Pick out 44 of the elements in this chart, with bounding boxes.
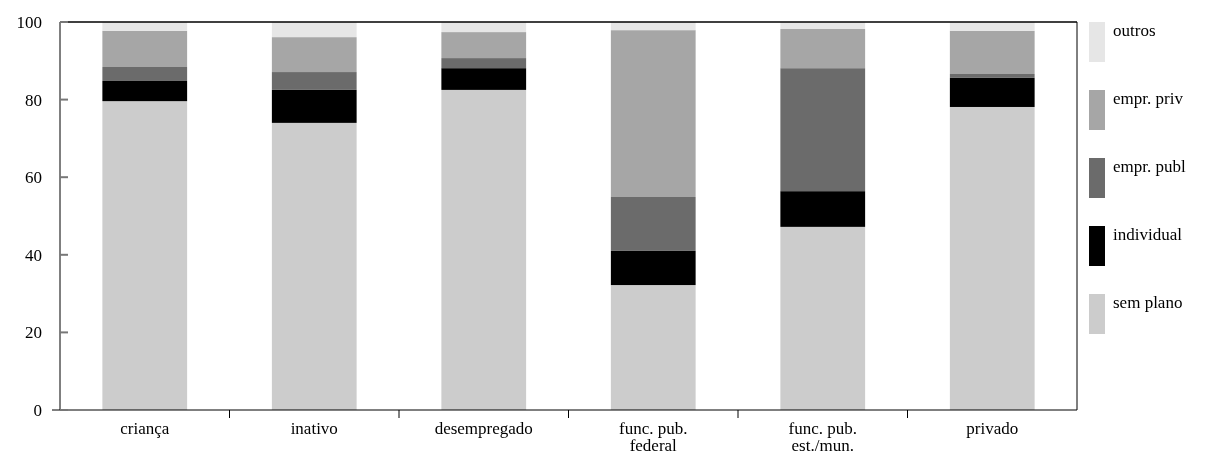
- y-tick-label: 0: [33, 400, 42, 420]
- x-tick-label: privado: [966, 419, 1019, 438]
- legend-label: individual: [1113, 224, 1183, 244]
- y-tick-label: 40: [25, 245, 42, 265]
- y-tick-label: 100: [16, 12, 42, 32]
- bar: [610, 250, 696, 286]
- bar: [949, 77, 1035, 107]
- x-tick-label: func. pub. federal: [619, 419, 688, 455]
- x-tick-label: criança: [120, 419, 170, 438]
- y-tick-label: 60: [25, 168, 42, 188]
- bar: [271, 72, 357, 90]
- y-tick-label: 80: [25, 90, 42, 110]
- bar: [949, 73, 1035, 78]
- bar: [780, 226, 866, 410]
- y-tick-label: 20: [25, 323, 42, 343]
- bar: [102, 67, 188, 81]
- legend-label: sem plano: [1113, 292, 1183, 312]
- bar: [102, 22, 188, 31]
- bar: [610, 30, 696, 197]
- bar: [441, 58, 527, 69]
- bar: [949, 30, 1035, 74]
- legend-label: outros: [1113, 20, 1156, 40]
- bar: [949, 106, 1035, 410]
- x-tick-label: desempregado: [434, 419, 533, 438]
- bar: [271, 89, 357, 123]
- x-tick-label: inativo: [290, 419, 338, 438]
- legend-label: empr. publ: [1113, 156, 1186, 176]
- bar: [949, 22, 1035, 31]
- bar: [102, 80, 188, 102]
- bar: [441, 32, 527, 59]
- x-tick-label: func. pub. est./mun.: [788, 419, 857, 455]
- bar: [441, 68, 527, 90]
- bar: [271, 122, 357, 410]
- bar: [780, 191, 866, 227]
- bar: [780, 68, 866, 192]
- bar: [610, 285, 696, 410]
- bar: [610, 196, 696, 251]
- bar: [102, 30, 188, 68]
- bar: [102, 101, 188, 410]
- legend-label: empr. priv: [1113, 88, 1184, 108]
- bar: [780, 28, 866, 69]
- bar: [271, 22, 357, 38]
- bar: [271, 37, 357, 73]
- bar: [441, 89, 527, 410]
